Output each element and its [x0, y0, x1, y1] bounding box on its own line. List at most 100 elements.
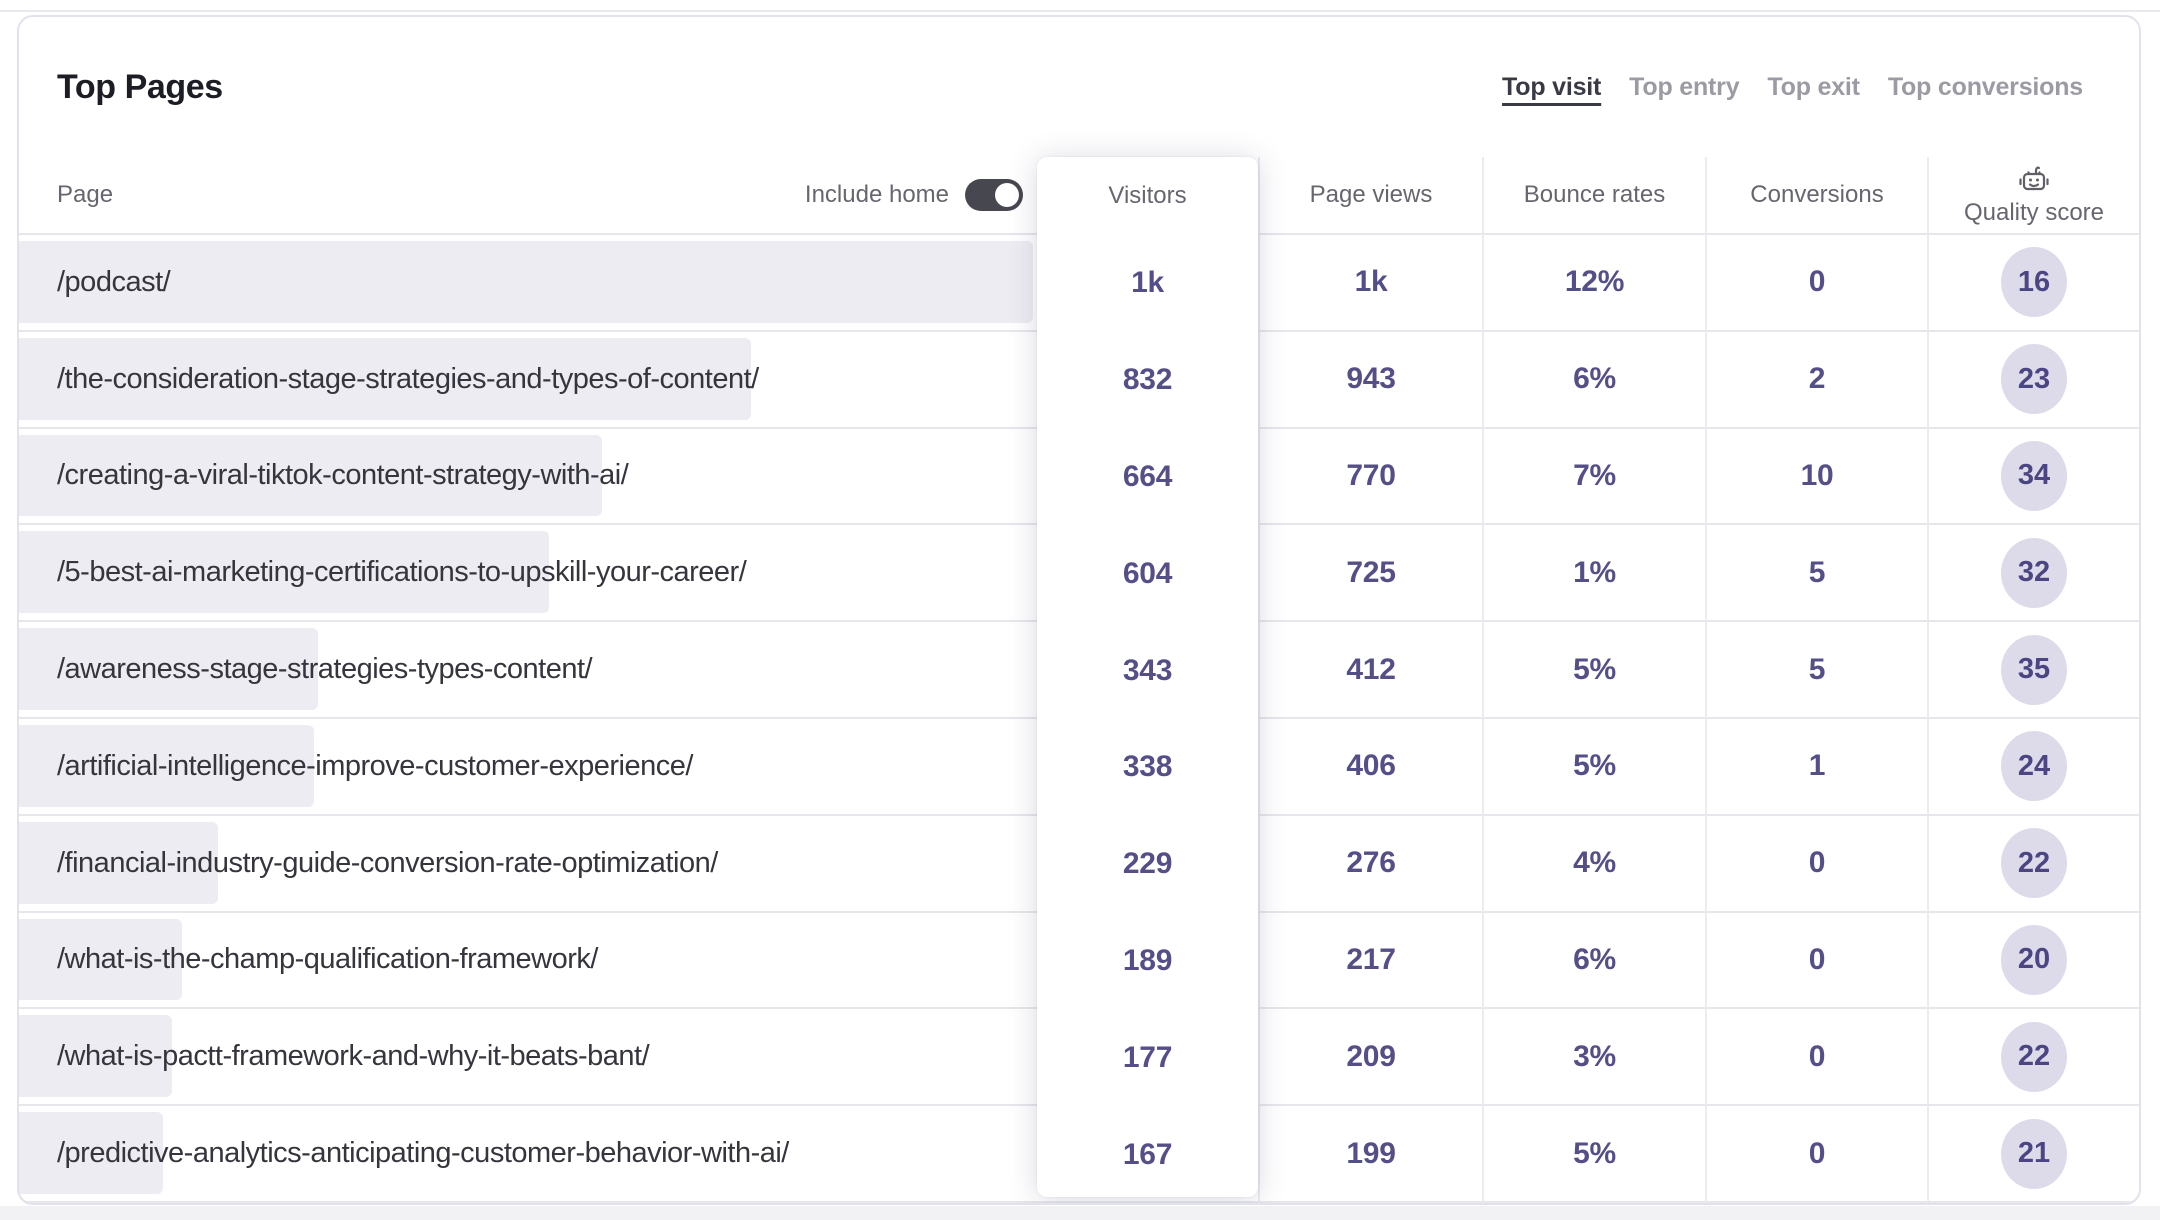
- visitors-value: 229: [1122, 847, 1173, 881]
- include-home-control: Include home: [805, 179, 1023, 211]
- visitors-cell: 664: [1037, 429, 1258, 526]
- conversions-cell: 0: [1705, 1009, 1927, 1107]
- page-cell[interactable]: /financial-industry-guide-conversion-rat…: [19, 816, 1037, 913]
- visitors-bar: [19, 434, 603, 517]
- page-views-value: 725: [1346, 555, 1396, 589]
- quality-score-header-label: Quality score: [1963, 198, 2105, 226]
- conversions-column-header: Conversions: [1705, 157, 1927, 235]
- page-url: /what-is-the-champ-qualification-framewo…: [57, 943, 598, 976]
- quality-score-badge: 20: [2001, 924, 2067, 995]
- page-url: /5-best-ai-marketing-certifications-to-u…: [57, 556, 747, 589]
- conversions-cell: 5: [1705, 622, 1927, 719]
- bounce-rate-cell: 12%: [1482, 235, 1705, 332]
- page-cell[interactable]: /what-is-pactt-framework-and-why-it-beat…: [19, 1009, 1037, 1107]
- visitors-value: 1k: [1131, 266, 1164, 300]
- page-views-value: 209: [1346, 1039, 1396, 1073]
- quality-score-cell: 32: [1927, 525, 2139, 623]
- robot-icon: [2019, 166, 2049, 190]
- visitors-cell: 1k: [1037, 235, 1258, 332]
- page-cell[interactable]: /creating-a-viral-tiktok-content-strateg…: [19, 429, 1037, 526]
- bounce-rate-cell: 5%: [1482, 622, 1705, 719]
- conversions-cell: 0: [1705, 912, 1927, 1010]
- page-views-value: 943: [1346, 362, 1396, 396]
- visitors-value: 832: [1122, 363, 1173, 397]
- page-cell[interactable]: /what-is-the-champ-qualification-framewo…: [19, 913, 1037, 1010]
- visitors-cell: 604: [1037, 525, 1258, 622]
- page-cell[interactable]: /the-consideration-stage-strategies-and-…: [19, 332, 1037, 429]
- visitors-bar: [19, 918, 182, 1001]
- page-views-value: 1k: [1354, 265, 1388, 299]
- page-background-strip: [0, 1206, 2160, 1220]
- page-url: /financial-industry-guide-conversion-rat…: [57, 846, 718, 879]
- include-home-label: Include home: [804, 181, 949, 208]
- quality-score-badge: 22: [2001, 828, 2067, 899]
- conversions-value: 0: [1808, 265, 1826, 299]
- quality-score-badge: 16: [2001, 247, 2067, 318]
- page-header-label: Page: [57, 181, 114, 208]
- page-url: /podcast/: [57, 265, 171, 298]
- visitors-bar: [19, 1112, 163, 1194]
- quality-score-badge: 34: [2001, 440, 2067, 511]
- visitors-bar: [19, 821, 218, 904]
- page-views-cell: 412: [1258, 622, 1482, 719]
- quality-score-cell: 21: [1927, 1106, 2139, 1203]
- quality-score-badge: 21: [2001, 1118, 2067, 1189]
- bounce-rate-value: 3%: [1573, 1039, 1616, 1073]
- visitors-panel: Visitors 1k 832 664 604 343 338 229 189 …: [1037, 157, 1258, 1197]
- quality-score-column-header: Quality score: [1927, 157, 2139, 235]
- page-views-value: 199: [1346, 1136, 1396, 1170]
- page-views-cell: 770: [1258, 428, 1482, 526]
- page-views-cell: 943: [1258, 331, 1482, 429]
- metric-tab[interactable]: Top exit: [1767, 72, 1860, 101]
- bounce-rate-cell: 6%: [1482, 331, 1705, 429]
- quality-score-badge: 24: [2001, 731, 2067, 802]
- page-views-value: 276: [1346, 846, 1396, 880]
- bounce-rates-column-header: Bounce rates: [1482, 157, 1705, 235]
- page-views-value: 412: [1346, 652, 1396, 686]
- visitors-cell-slot: [1037, 1106, 1258, 1203]
- conversions-cell: 5: [1705, 525, 1927, 623]
- page-url: /artificial-intelligence-improve-custome…: [57, 749, 693, 782]
- bounce-rate-value: 6%: [1573, 362, 1616, 396]
- metric-tabs: Top visit Top entry Top exit Top convers…: [1502, 73, 2083, 102]
- page-cell[interactable]: /predictive-analytics-anticipating-custo…: [19, 1106, 1037, 1203]
- quality-score-cell: 24: [1927, 718, 2139, 816]
- card-header: Top Pages Top visit Top entry Top exit T…: [19, 17, 2139, 157]
- page-views-cell: 1k: [1258, 235, 1482, 332]
- page-views-value: 217: [1346, 942, 1396, 976]
- quality-score-cell: 34: [1927, 428, 2139, 526]
- page-views-cell: 199: [1258, 1106, 1482, 1203]
- page-title: Top Pages: [57, 67, 223, 106]
- page-cell[interactable]: /awareness-stage-strategies-types-conten…: [19, 622, 1037, 719]
- visitors-value: 664: [1122, 459, 1173, 493]
- conversions-value: 0: [1808, 942, 1826, 976]
- page-cell[interactable]: /5-best-ai-marketing-certifications-to-u…: [19, 525, 1037, 623]
- quality-score-cell: 23: [1927, 331, 2139, 429]
- page-views-cell: 725: [1258, 525, 1482, 623]
- conversions-cell: 0: [1705, 235, 1927, 332]
- visitors-bar: [19, 531, 550, 614]
- metric-tab[interactable]: Top conversions: [1887, 72, 2083, 101]
- bounce-rate-cell: 6%: [1482, 912, 1705, 1010]
- quality-score-cell: 20: [1927, 912, 2139, 1010]
- conversions-value: 0: [1808, 1039, 1826, 1073]
- visitors-bar: [19, 241, 1033, 323]
- visitors-value: 338: [1122, 750, 1173, 784]
- top-pages-table: Page Include home Page views Bounce rate…: [19, 157, 2139, 1203]
- visitors-value: 604: [1122, 556, 1173, 590]
- visitors-cell: 343: [1037, 622, 1258, 719]
- page-cell[interactable]: /artificial-intelligence-improve-custome…: [19, 719, 1037, 816]
- quality-score-cell: 22: [1927, 1009, 2139, 1107]
- include-home-toggle[interactable]: [965, 179, 1023, 211]
- metric-tab[interactable]: Top visit: [1502, 72, 1602, 101]
- page-cell[interactable]: /podcast/: [19, 235, 1037, 332]
- bounce-rate-cell: 3%: [1482, 1009, 1705, 1107]
- metric-tab[interactable]: Top entry: [1629, 72, 1740, 101]
- page-views-cell: 209: [1258, 1009, 1482, 1107]
- page-url: /awareness-stage-strategies-types-conten…: [57, 653, 593, 686]
- page-url: /predictive-analytics-anticipating-custo…: [57, 1137, 789, 1170]
- bounce-rate-cell: 5%: [1482, 1106, 1705, 1203]
- visitors-value: 189: [1122, 943, 1173, 977]
- visitors-cell: 167: [1037, 1106, 1258, 1203]
